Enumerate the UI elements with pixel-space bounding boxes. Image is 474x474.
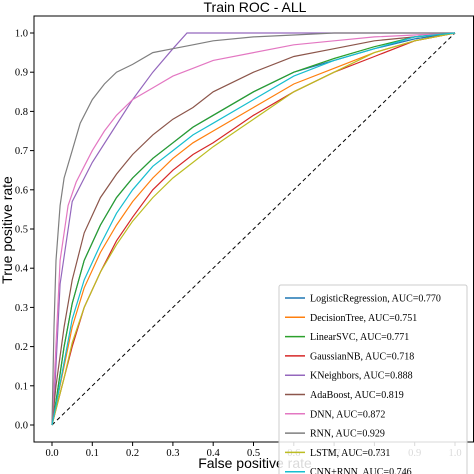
series-line-5 — [51, 32, 456, 426]
x-tick-label: 0.5 — [247, 448, 260, 459]
series-line-6 — [51, 32, 456, 426]
legend-label-4: KNeighbors, AUC=0.888 — [310, 371, 413, 382]
legend-label-8: LSTM, AUC=0.731 — [310, 448, 390, 459]
y-tick-label: 0.4 — [15, 264, 29, 275]
y-tick-label: 0.6 — [15, 185, 28, 196]
chart-title: Train ROC - ALL — [204, 0, 307, 15]
legend-label-1: DecisionTree, AUC=0.751 — [310, 313, 417, 324]
x-tick-label: 0.1 — [86, 448, 99, 459]
y-tick-label: 0.8 — [15, 107, 28, 118]
legend: LogisticRegression, AUC=0.770 DecisionTre… — [278, 284, 468, 474]
x-tick-label: 0.3 — [166, 448, 179, 459]
series-line-1 — [51, 32, 456, 426]
legend-box — [278, 284, 468, 474]
x-tick-label: 0.4 — [207, 448, 221, 459]
y-tick-label: 0.3 — [15, 303, 28, 314]
y-tick-label: 0.2 — [15, 342, 28, 353]
y-tick-label: 0.5 — [15, 225, 28, 236]
x-tick-label: 0.0 — [45, 448, 58, 459]
series-line-4 — [51, 32, 455, 426]
legend-label-9: CNN+RNN, AUC=0.746 — [310, 467, 412, 474]
x-tick-label: 0.2 — [126, 448, 139, 459]
y-tick-label: 0.0 — [15, 421, 28, 432]
series-line-7 — [51, 32, 455, 426]
y-tick-label: 0.7 — [15, 146, 28, 157]
reference-line — [51, 32, 456, 426]
legend-label-3: GaussianNB, AUC=0.718 — [310, 351, 414, 362]
y-axis-label: True positive rate — [0, 176, 15, 284]
y-tick-label: 0.9 — [15, 68, 28, 79]
y-axis: 0.0 0.1 0.2 0.3 0.4 0.5 0.6 0.7 0.8 0.9 1.0 — [15, 29, 34, 432]
plot-area — [33, 15, 474, 443]
legend-label-0: LogisticRegression, AUC=0.770 — [310, 294, 441, 305]
series-line-9 — [51, 32, 456, 426]
legend-label-6: DNN, AUC=0.872 — [310, 409, 385, 420]
legend-label-7: RNN, AUC=0.929 — [310, 429, 385, 440]
y-tick-label: 0.1 — [15, 381, 28, 392]
series-line-8 — [51, 32, 456, 426]
y-tick-label: 1.0 — [15, 29, 28, 40]
legend-label-5: AdaBoost, AUC=0.819 — [310, 390, 404, 401]
series-line-2 — [51, 32, 456, 426]
legend-label-2: LinearSVC, AUC=0.771 — [310, 332, 409, 343]
